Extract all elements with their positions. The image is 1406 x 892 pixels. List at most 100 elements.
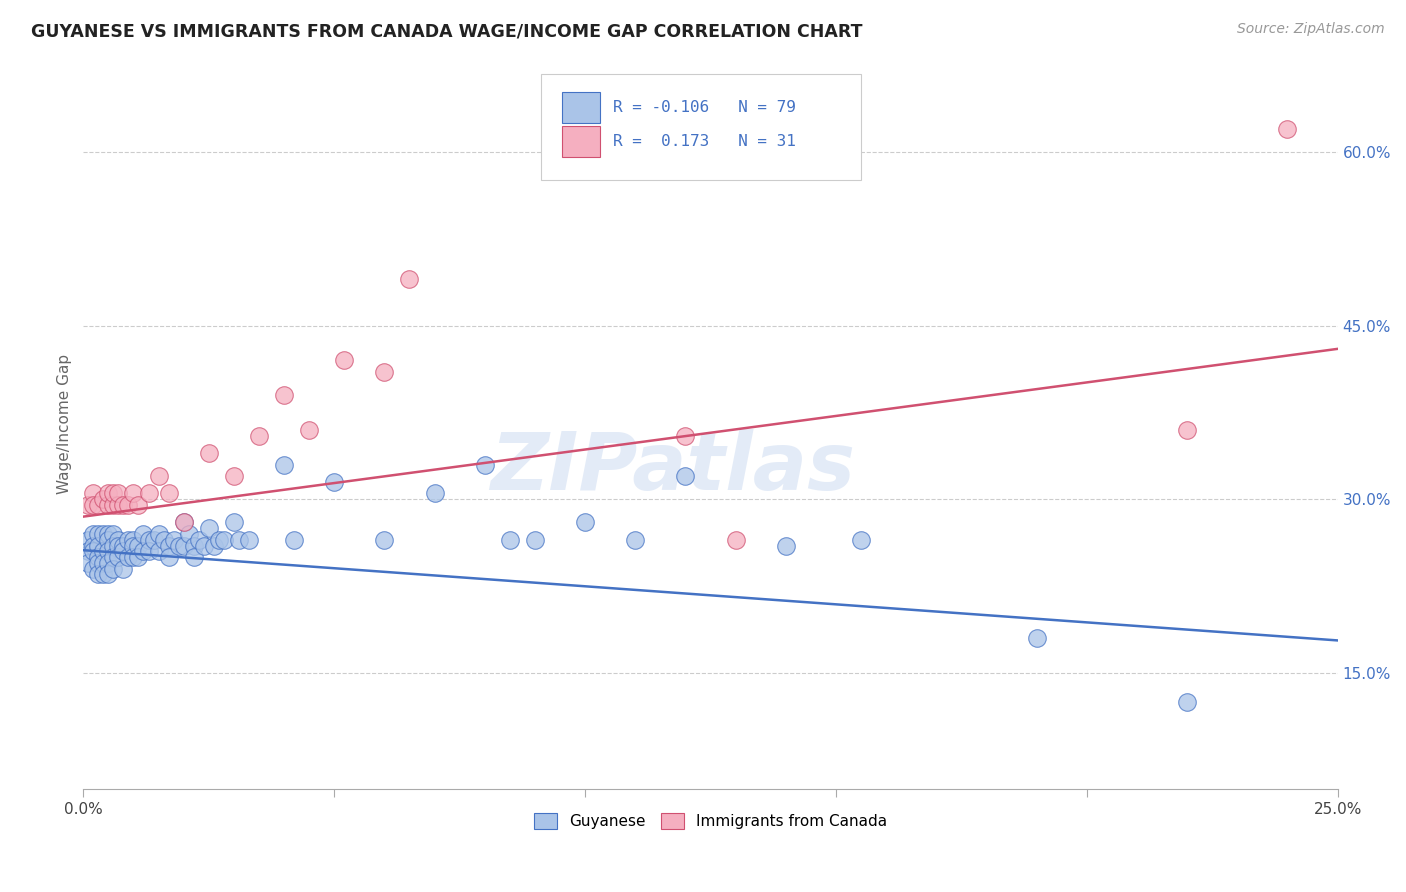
Point: [142, 533, 165, 547]
Point: [103, 498, 125, 512]
Point: [97, 567, 120, 582]
Point: [138, 544, 160, 558]
Point: [127, 498, 149, 512]
Point: [82, 527, 104, 541]
FancyBboxPatch shape: [541, 74, 860, 180]
Point: [117, 498, 139, 512]
Point: [499, 533, 522, 547]
Point: [208, 533, 231, 547]
Point: [148, 527, 170, 541]
Point: [132, 544, 155, 558]
Point: [173, 539, 195, 553]
Point: [93, 527, 115, 541]
Point: [112, 539, 135, 553]
Point: [93, 556, 115, 570]
Point: [724, 533, 747, 547]
Point: [673, 469, 696, 483]
Point: [222, 516, 245, 530]
Text: R = -0.106   N = 79: R = -0.106 N = 79: [613, 100, 796, 115]
Point: [87, 498, 110, 512]
Point: [1277, 122, 1299, 136]
Y-axis label: Wage/Income Gap: Wage/Income Gap: [58, 354, 72, 494]
Point: [373, 365, 395, 379]
Point: [107, 486, 129, 500]
Point: [167, 539, 190, 553]
Point: [157, 486, 180, 500]
Point: [107, 539, 129, 553]
Point: [103, 539, 125, 553]
Point: [212, 533, 235, 547]
Point: [127, 539, 149, 553]
Point: [122, 533, 145, 547]
Point: [103, 527, 125, 541]
Point: [77, 544, 100, 558]
Point: [373, 533, 395, 547]
Text: GUYANESE VS IMMIGRANTS FROM CANADA WAGE/INCOME GAP CORRELATION CHART: GUYANESE VS IMMIGRANTS FROM CANADA WAGE/…: [31, 22, 862, 40]
Text: Source: ZipAtlas.com: Source: ZipAtlas.com: [1237, 22, 1385, 37]
Point: [103, 550, 125, 565]
Point: [138, 533, 160, 547]
Text: ZIPatlas: ZIPatlas: [491, 429, 855, 507]
Point: [87, 550, 110, 565]
Point: [197, 521, 219, 535]
Point: [97, 527, 120, 541]
Point: [273, 458, 295, 472]
Text: R =  0.173   N = 31: R = 0.173 N = 31: [613, 134, 796, 149]
FancyBboxPatch shape: [562, 93, 600, 123]
Point: [162, 533, 184, 547]
Point: [173, 516, 195, 530]
Point: [152, 533, 174, 547]
Point: [1175, 695, 1198, 709]
Point: [398, 272, 420, 286]
Point: [82, 544, 104, 558]
Point: [77, 498, 100, 512]
Point: [333, 353, 356, 368]
Point: [82, 539, 104, 553]
Point: [183, 550, 205, 565]
Point: [148, 469, 170, 483]
Point: [93, 567, 115, 582]
Point: [77, 533, 100, 547]
FancyBboxPatch shape: [562, 126, 600, 157]
Point: [87, 539, 110, 553]
Point: [87, 527, 110, 541]
Point: [298, 423, 321, 437]
Point: [112, 562, 135, 576]
Point: [87, 556, 110, 570]
Point: [673, 428, 696, 442]
Point: [122, 486, 145, 500]
Point: [107, 533, 129, 547]
Point: [1175, 423, 1198, 437]
Point: [97, 498, 120, 512]
Point: [82, 486, 104, 500]
Point: [93, 492, 115, 507]
Point: [222, 469, 245, 483]
Point: [148, 544, 170, 558]
Point: [117, 533, 139, 547]
Point: [187, 533, 209, 547]
Point: [238, 533, 260, 547]
Point: [273, 388, 295, 402]
Point: [77, 556, 100, 570]
Point: [107, 498, 129, 512]
Point: [107, 550, 129, 565]
Point: [202, 539, 225, 553]
Point: [87, 567, 110, 582]
Point: [122, 550, 145, 565]
Point: [323, 475, 346, 489]
Point: [1025, 631, 1047, 645]
Point: [97, 556, 120, 570]
Point: [157, 539, 180, 553]
Point: [157, 550, 180, 565]
Point: [112, 544, 135, 558]
Point: [82, 498, 104, 512]
Point: [127, 550, 149, 565]
Point: [523, 533, 546, 547]
Point: [474, 458, 496, 472]
Point: [103, 486, 125, 500]
Point: [177, 527, 200, 541]
Point: [122, 539, 145, 553]
Point: [283, 533, 305, 547]
Point: [97, 544, 120, 558]
Point: [132, 527, 155, 541]
